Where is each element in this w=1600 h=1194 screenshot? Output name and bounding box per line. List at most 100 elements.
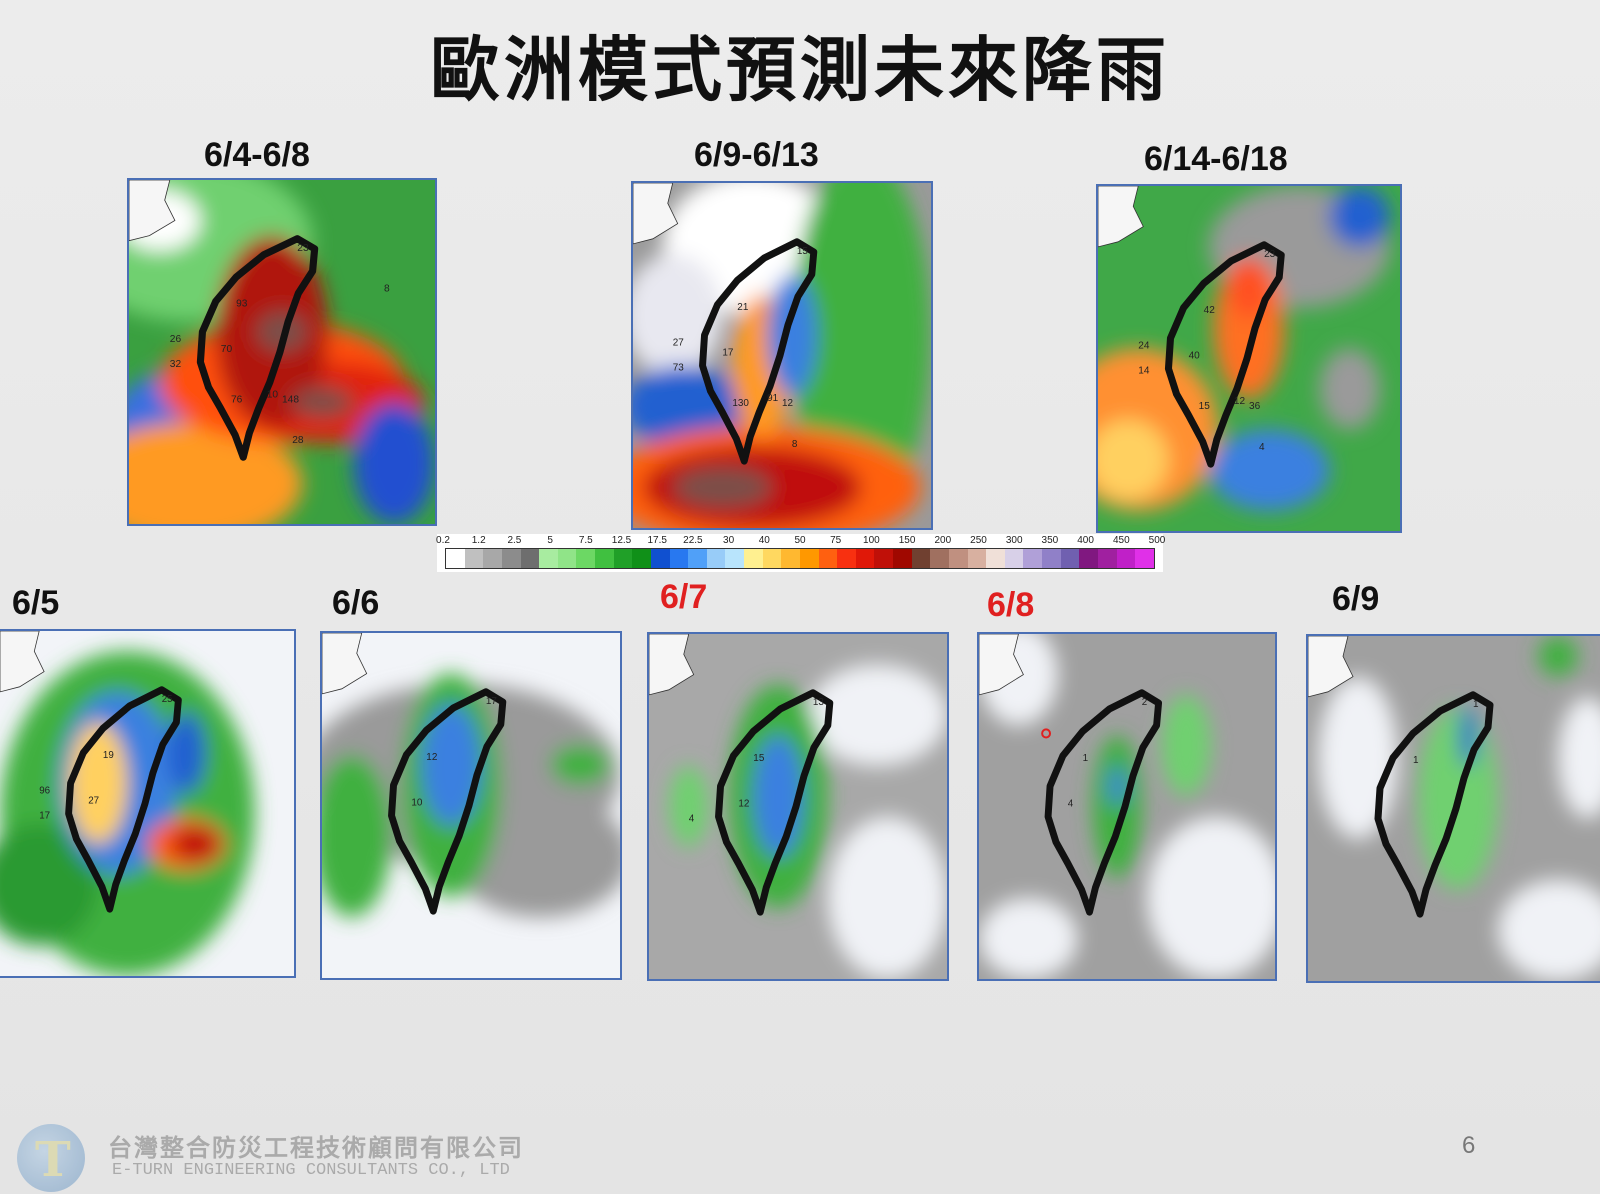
taiwan-outline [1374,691,1494,918]
colorbar-cell [632,549,651,568]
station-value: 17 [722,347,733,358]
panel-label-6-5: 6/5 [12,584,60,622]
colorbar-tick: 350 [1041,535,1059,546]
station-value: 17 [486,696,497,707]
taiwan-outline [1164,241,1285,468]
colorbar-cell [613,549,633,568]
station-value: 15 [797,246,808,257]
rain-map-6-14-6-18: 23 42 40 14 24 36 12 15 4 [1096,184,1402,533]
rain-map-6-7: 13 15 12 4 [647,632,949,981]
rain-area [550,744,611,786]
station-value: 24 [1138,340,1150,351]
page-number: 6 [1462,1132,1476,1159]
taiwan-outline [699,238,818,465]
taiwan-outline [196,235,319,461]
station-value: 4 [689,814,695,825]
colorbar-tick: 450 [1112,535,1130,546]
slide-title: 歐洲模式預測未來降雨 [430,29,1170,111]
coastline-china [1098,186,1144,248]
station-value: 25 [162,694,173,705]
station-value: 17 [39,811,50,822]
colorbar-cell [706,549,726,568]
station-value: 70 [221,344,233,355]
station-value: 40 [1189,350,1201,361]
rain-area [166,712,206,794]
station-value: 4 [1259,442,1265,453]
rain-area [322,754,392,918]
colorbar-cell [930,549,949,568]
rain-area [292,387,354,418]
station-value: 27 [88,795,99,806]
colorbar-cell [818,549,838,568]
panel-label-6-7: 6/7 [660,578,708,616]
colorbar-cell [501,549,521,568]
colorbar-cell [446,549,465,568]
colorbar-cell [855,549,875,568]
station-value: 12 [426,752,437,763]
colorbar-ticks: 0.2 1.2 2.5 5 7.5 12.5 17.5 22.5 30 40 50 75 100 150 2… [436,535,1165,547]
taiwan-outline [1044,689,1163,916]
colorbar-cell [1023,549,1042,568]
coastline-china [322,633,368,695]
station-value: 32 [170,359,182,370]
colorbar-cell [967,549,987,568]
colorbar-cell [837,549,856,568]
station-value: 13 [813,697,824,708]
station-value: 42 [1204,305,1216,316]
colorbar-tick: 100 [863,535,880,546]
station-value: 76 [231,395,243,406]
station-value: 2 [1142,697,1148,708]
rain-area [129,422,303,524]
colorbar-tick: 17.5 [647,535,667,546]
colorbar-cell [464,549,484,568]
station-value: 93 [236,299,248,310]
company-name-en: E-TURN ENGINEERING CONSULTANTS CO., LTD [112,1161,510,1180]
colorbar-cell [1042,549,1061,568]
colorbar-cell [688,549,707,568]
station-values: 11 [1413,699,1479,766]
rain-area [1109,765,1126,807]
colorbar-tick: 400 [1077,535,1094,546]
rain-area [1538,636,1578,677]
taiwan-outline [388,688,507,915]
station-value: 10 [267,390,279,401]
station-value: 27 [673,337,684,348]
rain-area [1318,676,1398,839]
rain-area [1329,186,1390,247]
station-values: 2 1 4 [1068,697,1148,810]
colorbar-cell [669,549,689,568]
rain-area [1558,696,1600,819]
station-value: 1 [1473,699,1479,710]
coastline-china [0,631,45,693]
colorbar-tick: 40 [758,535,770,546]
rain-area [0,823,98,946]
colorbar-tick: 200 [934,535,952,546]
panel-label-6-8: 6/8 [987,586,1035,624]
colorbar-cell [557,549,577,568]
colorbar-cell [725,549,744,568]
colorbar-cell [520,549,540,568]
colorbar-tick: 300 [1005,535,1023,546]
colorbar-cell [539,549,558,568]
station-values: 15 21 17 73 27 12 91 130 8 [673,246,809,450]
colorbar-tick: 12.5 [611,535,632,546]
rain-area [1098,419,1169,501]
station-value: 36 [1249,401,1261,412]
panel-label-6-4-6-8: 6/4-6/8 [204,136,310,174]
station-value: 8 [384,283,390,294]
station-value: 8 [792,439,798,450]
colorbar-tick: 250 [970,535,987,546]
colorbar-cell [650,549,670,568]
location-marker [1041,728,1052,739]
rain-area [1146,816,1275,979]
station-value: 28 [292,435,304,446]
station-value: 26 [170,334,182,345]
station-value: 15 [753,753,764,764]
colorbar-cell [1079,549,1098,568]
coastline-china [1308,636,1354,698]
rain-area [1498,879,1600,981]
rain-map-6-6: 17 12 10 [320,631,622,980]
rain-area [421,704,481,826]
rain-area [672,467,773,508]
